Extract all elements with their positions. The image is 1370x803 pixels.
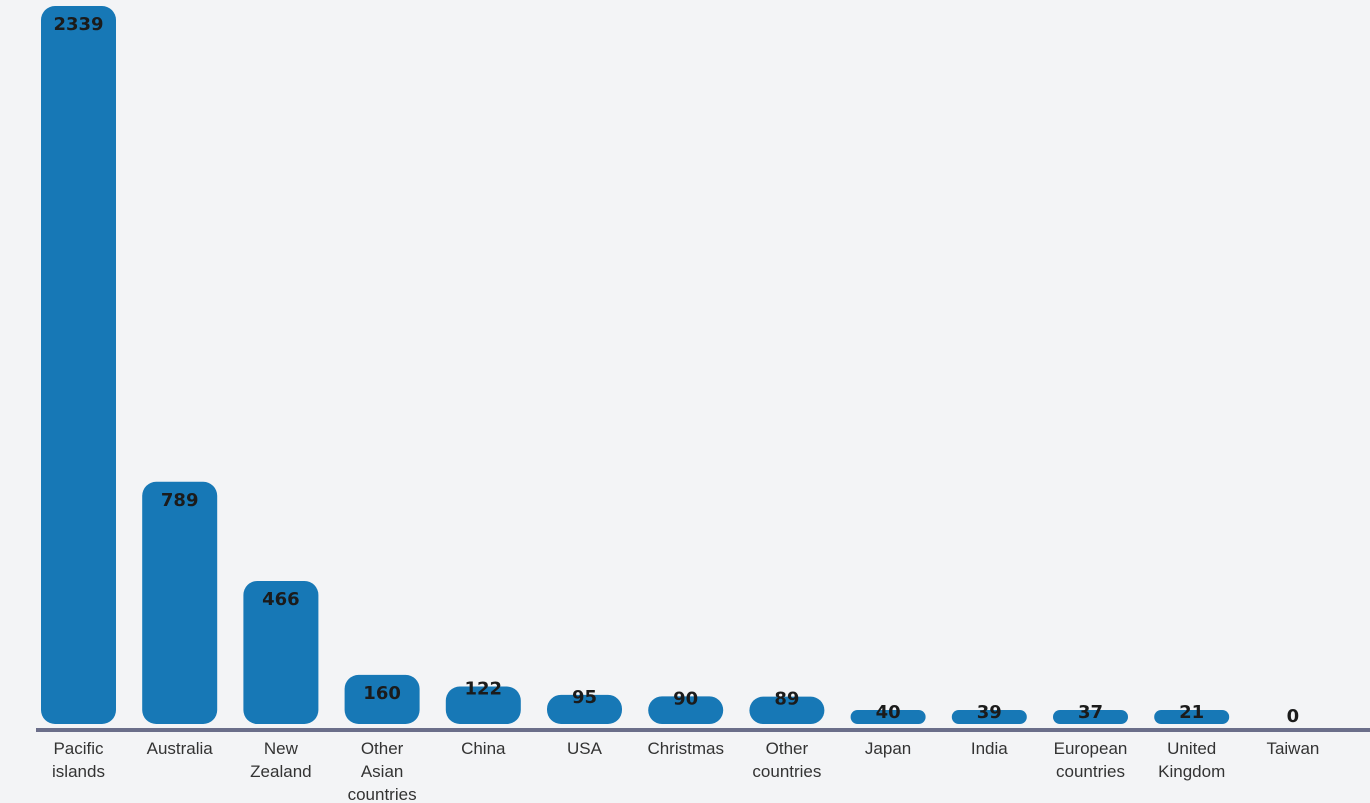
category-label-christmas: Christmas <box>647 739 724 758</box>
category-label-other-asian-countries: Other Asian countries <box>348 739 417 803</box>
value-label-japan: 40 <box>876 702 901 723</box>
category-label-usa: USA <box>567 739 603 758</box>
value-labels-group: 2339 789 466 160 122 95 90 89 40 39 37 21 0 <box>53 14 1299 727</box>
value-label-usa: 95 <box>572 687 597 708</box>
category-label-taiwan: Taiwan <box>1266 739 1319 758</box>
category-label-china: China <box>461 739 506 758</box>
category-label-india: India <box>971 739 1008 758</box>
value-label-australia: 789 <box>161 490 199 511</box>
bar-usa <box>547 694 622 724</box>
value-label-taiwan: 0 <box>1287 706 1300 727</box>
bars-group <box>41 6 1230 724</box>
bar-other-countries <box>749 696 825 724</box>
category-labels-group: Pacific islands Australia New Zealand Other As… <box>52 739 1319 803</box>
category-label-japan: Japan <box>865 739 911 758</box>
value-label-european-countries: 37 <box>1078 702 1103 723</box>
bar-united-kingdom <box>1154 710 1230 724</box>
bar-japan <box>850 710 926 724</box>
value-label-other-countries: 89 <box>774 689 799 710</box>
bar-china <box>445 686 521 724</box>
value-label-other-asian-countries: 160 <box>363 683 401 704</box>
bar-australia <box>142 481 218 724</box>
value-label-new-zealand: 466 <box>262 589 300 610</box>
category-label-new-zealand: New Zealand <box>250 739 311 781</box>
value-label-christmas: 90 <box>673 688 698 709</box>
bar-christmas <box>648 696 724 724</box>
bar-india <box>951 710 1027 724</box>
bar-pacific-islands <box>41 6 116 724</box>
bar-european-countries <box>1053 710 1128 724</box>
category-label-other-countries: Other countries <box>752 739 821 781</box>
value-label-china: 122 <box>465 679 503 700</box>
bar-other-asian-countries <box>344 674 420 724</box>
value-label-india: 39 <box>977 702 1002 723</box>
category-label-european-countries: European countries <box>1054 739 1128 781</box>
bar-new-zealand <box>243 580 319 724</box>
category-label-united-kingdom: United Kingdom <box>1158 739 1225 781</box>
value-label-pacific-islands: 2339 <box>53 14 103 35</box>
category-label-pacific-islands: Pacific islands <box>52 739 105 781</box>
category-label-australia: Australia <box>147 739 214 758</box>
value-label-united-kingdom: 21 <box>1179 702 1204 723</box>
